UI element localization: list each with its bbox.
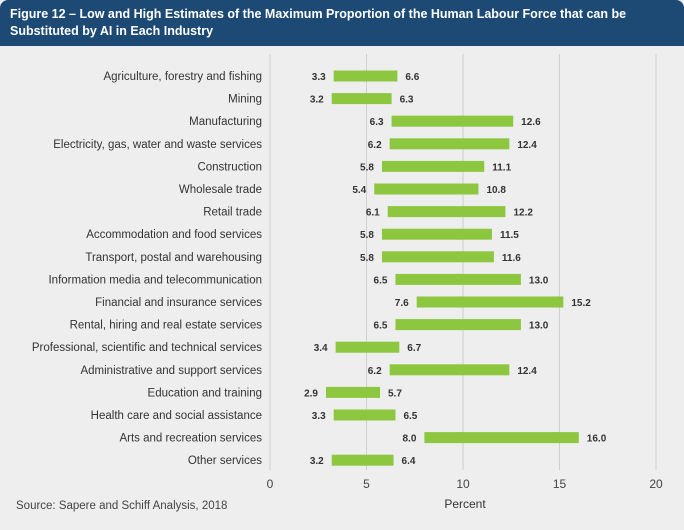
range-bar [333,70,398,82]
category-label: Professional, scientific and technical s… [32,342,262,354]
category-label: Arts and recreation services [119,433,262,445]
category-label: Health care and social assistance [91,410,262,422]
x-tick-label: 10 [456,477,470,491]
range-bar [331,93,392,105]
category-label: Rental, hiring and real estate services [70,320,263,332]
range-bar [395,319,521,331]
category-label: Education and training [148,387,262,399]
high-value-label: 6.7 [407,343,421,354]
category-label: Financial and insurance services [95,297,262,309]
low-value-label: 3.2 [310,456,324,467]
low-value-label: 3.4 [314,343,328,354]
low-value-label: 7.6 [395,298,409,309]
source-note: Source: Sapere and Schiff Analysis, 2018 [16,500,228,512]
category-label: Mining [228,94,262,106]
range-bar [389,364,510,376]
range-bar-chart: 0 5 10 15 20 Agriculture, forestry and fishin… [32,54,663,491]
low-value-label: 5.4 [352,185,366,196]
category-label: Manufacturing [189,116,262,128]
high-value-label: 12.4 [517,366,537,377]
figure-header: Figure 12 – Low and High Estimates of th… [0,0,684,46]
low-value-label: 3.3 [312,72,326,83]
category-label: Other services [188,455,262,467]
high-value-label: 6.4 [402,456,416,467]
high-value-label: 13.0 [529,275,549,286]
high-value-label: 5.7 [388,388,402,399]
category-label: Information media and telecommunication [48,274,262,286]
high-value-label: 12.2 [513,208,533,219]
category-label: Wholesale trade [179,184,262,196]
category-label: Accommodation and food services [86,229,262,241]
high-value-label: 12.6 [521,117,541,128]
range-bar [395,273,521,285]
low-value-label: 8.0 [402,434,416,445]
high-value-label: 15.2 [571,298,591,309]
low-value-label: 5.8 [360,162,374,173]
category-label: Administrative and support services [80,365,262,377]
low-value-label: 6.2 [368,140,382,151]
category-label: Construction [197,161,262,173]
x-tick-label: 15 [553,477,567,491]
low-value-label: 6.2 [368,366,382,377]
range-bar [331,454,394,466]
low-value-label: 6.3 [370,117,384,128]
figure-title: Figure 12 – Low and High Estimates of th… [10,7,627,38]
range-bar [333,409,396,421]
high-value-label: 11.6 [502,253,521,264]
category-label: Electricity, gas, water and waste servic… [53,139,262,151]
low-value-label: 6.1 [366,208,380,219]
low-value-label: 5.8 [360,253,374,264]
range-bar [335,341,400,353]
high-value-label: 11.1 [492,162,511,173]
low-value-label: 6.5 [374,321,388,332]
x-axis-label: Percent [444,497,486,511]
high-value-label: 16.0 [587,434,607,445]
range-bar [374,183,479,195]
high-value-label: 13.0 [529,321,549,332]
low-value-label: 5.8 [360,230,374,241]
range-bar [424,432,579,444]
category-label: Retail trade [203,207,262,219]
high-value-label: 11.5 [500,230,519,241]
range-bar [381,160,485,172]
range-bar [391,115,514,127]
low-value-label: 3.3 [312,411,326,422]
high-value-label: 6.5 [403,411,417,422]
high-value-label: 10.8 [486,185,506,196]
high-value-label: 12.4 [517,140,537,151]
low-value-label: 6.5 [374,275,388,286]
range-bar [387,206,506,218]
low-value-label: 2.9 [304,388,318,399]
x-tick-label: 5 [363,477,370,491]
category-label: Agriculture, forestry and fishing [103,71,262,83]
x-tick-label: 20 [649,477,663,491]
high-value-label: 6.3 [400,95,414,106]
range-bar [381,251,494,263]
range-bar [416,296,564,308]
category-label: Transport, postal and warehousing [85,252,262,264]
range-bar [381,228,492,240]
x-tick-label: 0 [267,477,274,491]
range-bar [389,138,510,150]
high-value-label: 6.6 [405,72,419,83]
low-value-label: 3.2 [310,95,324,106]
range-bar [325,386,381,398]
